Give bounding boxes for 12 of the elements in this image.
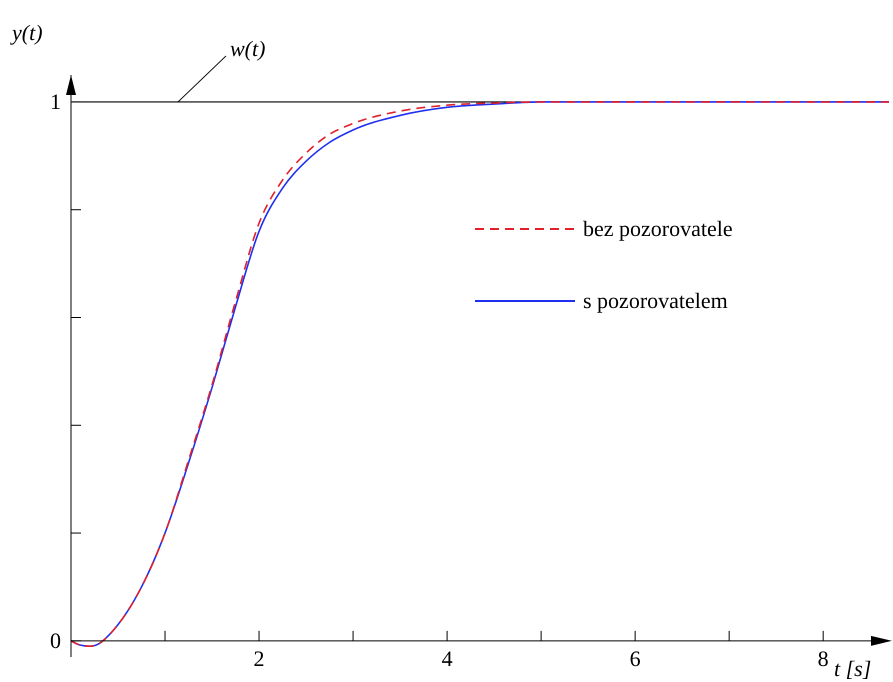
y-tick-label: 0 bbox=[50, 628, 61, 653]
y-axis-title: y(t) bbox=[10, 20, 43, 45]
x-tick-label: 4 bbox=[442, 646, 453, 671]
x-tick-label: 2 bbox=[254, 646, 265, 671]
x-tick-label: 6 bbox=[630, 646, 641, 671]
legend-label: bez pozorovatele bbox=[583, 216, 733, 241]
y-tick-label: 1 bbox=[50, 88, 61, 114]
x-tick-label: 8 bbox=[818, 646, 829, 671]
x-axis-title: t [s] bbox=[834, 656, 872, 681]
line-series bbox=[70, 101, 890, 648]
ref-line-label: w(t) bbox=[230, 36, 266, 61]
legend-label: s pozorovatelem bbox=[583, 288, 728, 313]
